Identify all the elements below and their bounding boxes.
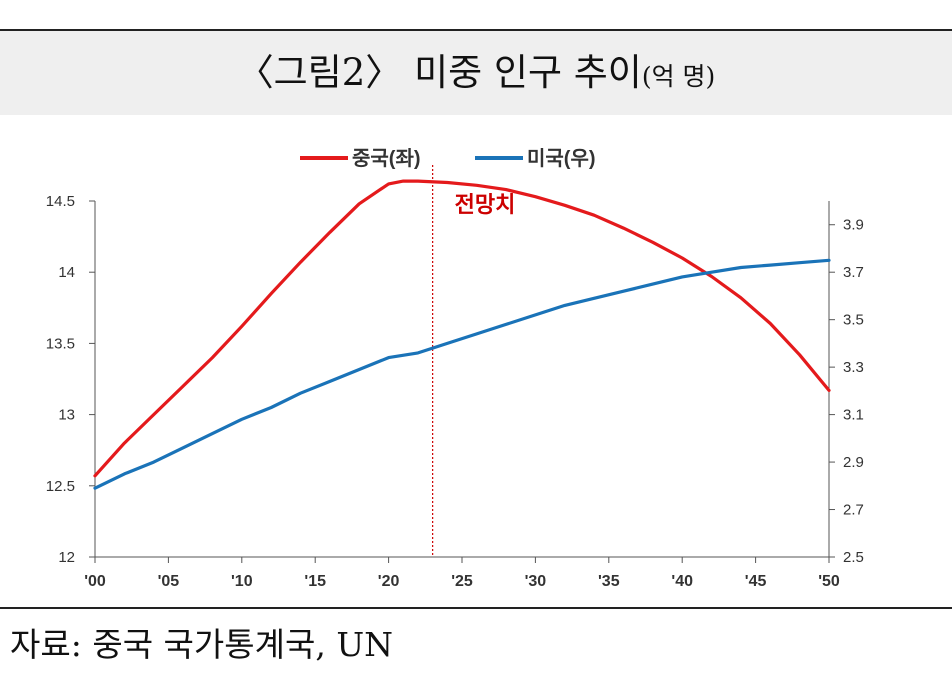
x-tick-label: '30 [525, 573, 547, 590]
legend-label-usa: 미국(우) [527, 147, 596, 170]
x-tick-label: '05 [158, 573, 180, 590]
x-tick-label: '35 [598, 573, 620, 590]
population-line-chart: 12 12.5 13 13.5 14 14.5 2.5 2.7 2.9 3.1 3.3 3.5 3.7 3… [46, 147, 864, 590]
right-y-tick-label: 3.5 [843, 312, 864, 329]
right-y-tick-label: 2.9 [843, 454, 864, 471]
left-y-tick-label: 14.5 [46, 193, 75, 210]
forecast-annotation: 전망치 [455, 192, 516, 217]
x-tick-label: '15 [304, 573, 326, 590]
x-tick-label: '50 [818, 573, 840, 590]
x-tick-label: '00 [84, 573, 106, 590]
source-top-rule [0, 607, 952, 609]
title-bar [0, 31, 952, 115]
left-y-tick-label: 12 [58, 549, 75, 566]
x-tick-label: '45 [745, 573, 767, 590]
legend-label-china: 중국(좌) [352, 147, 421, 170]
left-y-tick-label: 14 [58, 264, 75, 281]
right-y-tick-label: 2.5 [843, 549, 864, 566]
title-top-rule [0, 29, 952, 31]
figure-title: 〈그림2〉 미중 인구 추이(억 명) [0, 31, 952, 115]
right-y-tick-label: 3.7 [843, 264, 864, 281]
right-y-tick-label: 3.9 [843, 217, 864, 234]
source-note: 자료: 중국 국가통계국, UN [10, 625, 394, 664]
x-tick-label: '40 [671, 573, 693, 590]
x-tick-label: '20 [378, 573, 400, 590]
x-tick-label: '10 [231, 573, 253, 590]
series-line-usa [93, 258, 831, 490]
left-y-tick-label: 12.5 [46, 478, 75, 495]
figure-title-unit: (억 명) [641, 62, 716, 91]
right-y-tick-label: 2.7 [843, 502, 864, 519]
series-line-china [93, 179, 831, 478]
x-tick-label: '25 [451, 573, 473, 590]
left-y-tick-label: 13 [58, 407, 75, 424]
right-y-tick-label: 3.1 [843, 407, 864, 424]
right-y-tick-label: 3.3 [843, 359, 864, 376]
left-y-tick-label: 13.5 [46, 335, 75, 352]
figure-title-main: 〈그림2〉 미중 인구 추이 [236, 51, 642, 94]
